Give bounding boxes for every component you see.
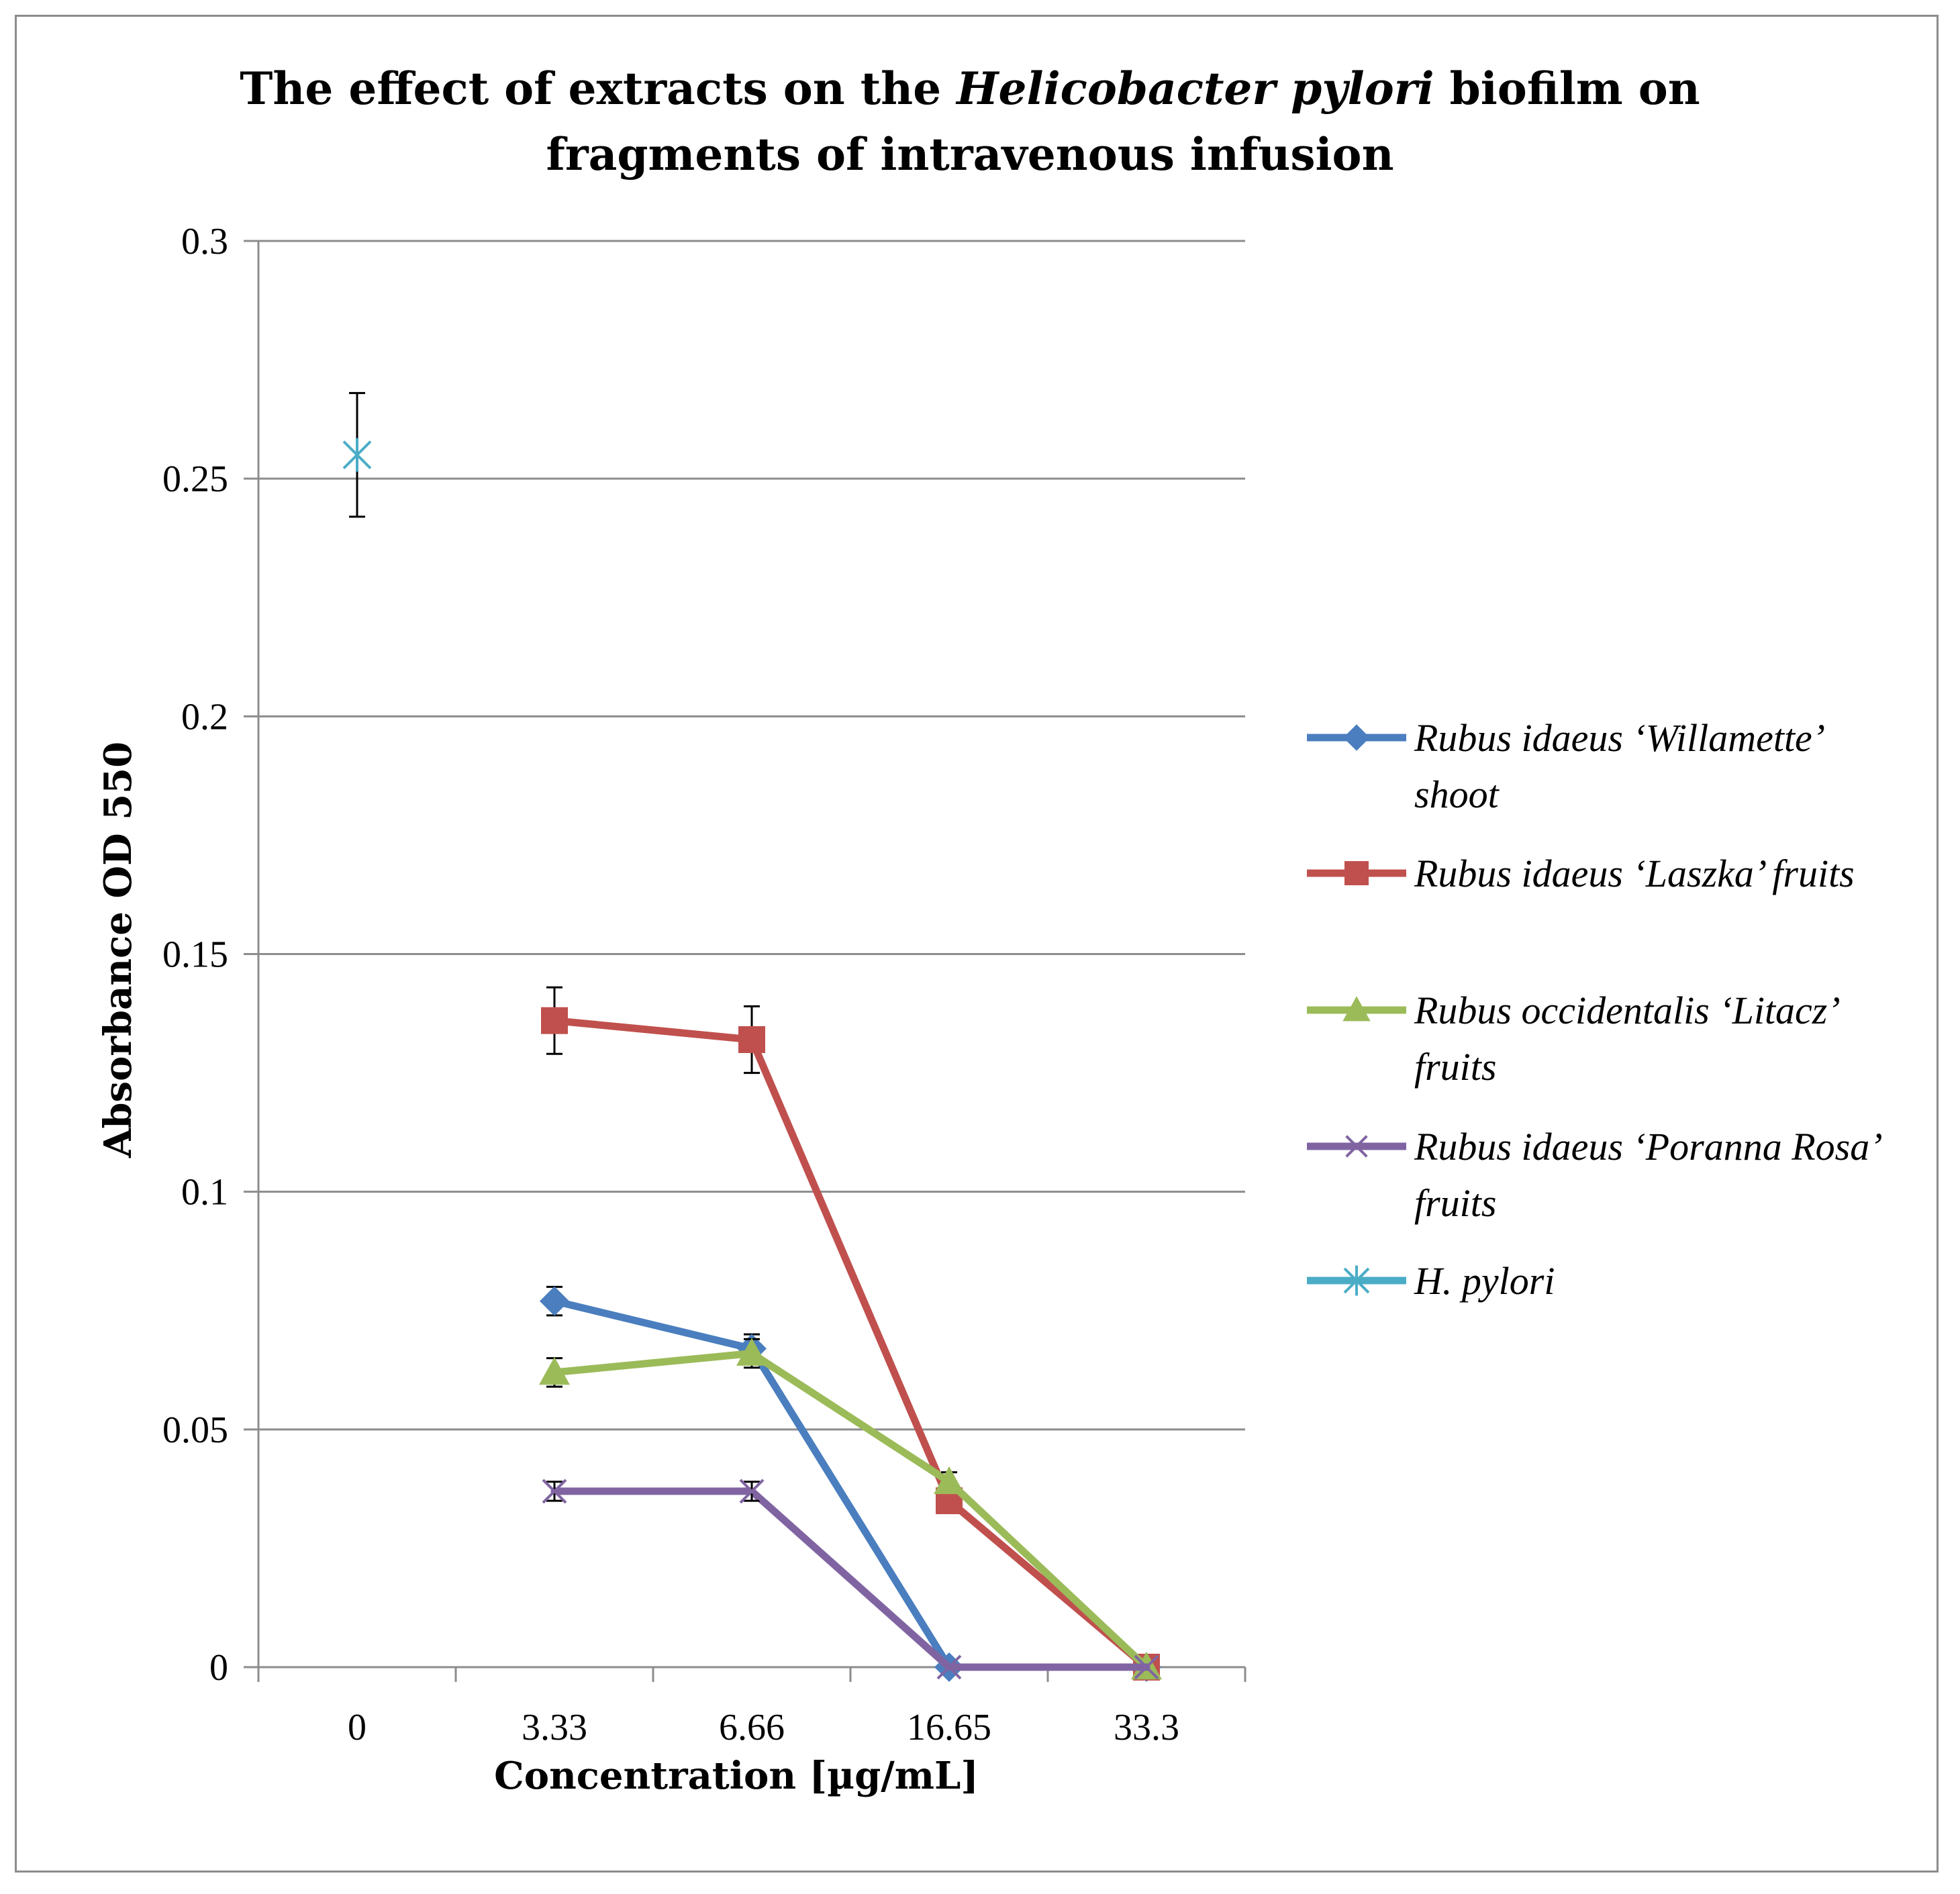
marker-x [1134,1654,1159,1680]
legend-label: shoot [1414,772,1500,816]
marker-square [1344,861,1369,885]
marker-triangle [539,1356,570,1385]
series-4 [342,392,372,518]
y-tick-label: 0.3 [181,221,228,262]
y-tick-label: 0.05 [162,1409,228,1451]
marker-triangle [736,1338,767,1366]
marker-star [342,438,372,472]
marker-x-stroke [542,1479,567,1504]
x-tick-labels: 0 3.33 6.66 16.65 33.3 [348,1707,1179,1748]
marker-x [739,1479,765,1504]
x-tick-label: 6.66 [719,1707,785,1748]
marker-x [1345,1135,1368,1158]
series-0 [540,1285,1161,1682]
marker-x-stroke [739,1479,765,1504]
series-line [550,1297,1150,1671]
chart-frame: The effect of extracts on the Helicobact… [15,15,1939,1873]
legend-label: Rubus idaeus ‘Laszka’ fruits [1414,852,1855,895]
x-tick-label: 33.3 [1114,1707,1179,1748]
series [342,392,1162,1682]
legend-label: Rubus occidentalis ‘Litacz’ [1414,989,1841,1032]
chart-title-part3: biofilm on [1434,62,1700,115]
series-3 [542,1479,1159,1680]
chart-svg: The effect of extracts on the Helicobact… [96,62,1883,1798]
y-tick-label: 0.25 [162,458,228,500]
legend-item-1: Rubus idaeus ‘Laszka’ fruits [1307,852,1855,895]
legend-item-3: Rubus idaeus ‘Poranna Rosa’ fruits [1307,1125,1883,1225]
y-tick-label: 0.1 [181,1172,228,1213]
y-tick-label: 0.15 [162,934,228,976]
series-line [550,1017,1150,1671]
x-axis-title: Concentration [µg/mL] [494,1754,979,1798]
legend-label: H. pylori [1414,1259,1555,1303]
chart-title-line2: fragments of intravenous infusion [546,128,1393,181]
legend-item-2: Rubus occidentalis ‘Litacz’ fruits [1307,989,1841,1089]
marker-x-stroke [1345,1135,1368,1158]
marker-triangle [934,1466,965,1495]
marker-diamond [540,1286,569,1316]
y-tick-label: 0.2 [181,696,228,738]
y-tick-labels: 0 0.05 0.1 0.15 0.2 0.25 0.3 [162,221,228,1689]
chart-title-italic: Helicobacter pylori [955,62,1434,115]
legend-label: fruits [1414,1045,1497,1089]
marker-x-stroke [1134,1654,1159,1680]
series-1 [541,986,1160,1681]
marker-x [936,1654,962,1680]
chart-title-line1: The effect of extracts on the Helicobact… [240,62,1700,115]
marker-square [738,1026,765,1053]
legend-label: fruits [1414,1181,1497,1225]
chart-title-part1: The effect of extracts on the [240,62,957,115]
legend-label: Rubus idaeus ‘Willamette’ [1414,716,1825,760]
x-tick-label: 0 [348,1707,366,1748]
marker-star [1343,1265,1370,1296]
marker-square [541,1007,568,1034]
gridlines [258,240,1245,1431]
marker-x-stroke [936,1654,962,1680]
x-tick-label: 3.33 [522,1707,587,1748]
series-line [550,1487,1150,1671]
legend-item-0: Rubus idaeus ‘Willamette’ shoot [1307,716,1825,816]
marker-triangle [1342,996,1371,1021]
y-tick-label: 0 [209,1647,228,1689]
legend-label: Rubus idaeus ‘Poranna Rosa’ [1414,1125,1883,1168]
y-axis-title: Absorbance OD 550 [96,742,140,1158]
x-tick-label: 16.65 [907,1707,991,1748]
marker-x [542,1479,567,1504]
marker-diamond [1343,724,1370,751]
series-line [550,1350,1150,1671]
axes [244,240,1246,1682]
legend-item-4: H. pylori [1307,1259,1555,1303]
